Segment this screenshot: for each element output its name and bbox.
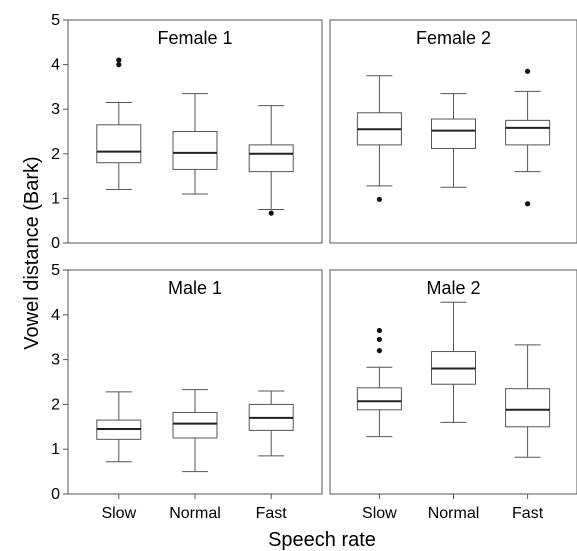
x-axis-title: Speech rate [268,529,376,551]
y-tick-label: 0 [51,235,60,252]
y-axis-title: Vowel distance (Bark) [21,156,43,349]
x-tick-label: Normal [169,505,221,522]
box-slow [356,327,402,438]
x-tick-label: Fast [512,505,544,522]
iqr-box [172,131,218,170]
iqr-box [172,411,218,439]
panel-title: Male 1 [168,278,222,298]
y-tick-label: 2 [51,146,60,163]
panel-2: Male 1 0 1 2 3 4 5 Slow Normal Fast [51,262,323,522]
outlier-point [116,62,122,68]
panel-title: Female 1 [157,28,232,48]
y-tick-label: 3 [51,101,60,118]
x-tick-label: Slow [362,505,397,522]
panel-title: Female 2 [416,28,491,48]
y-tick-label: 4 [51,57,60,74]
panel-1: Female 2 [329,19,577,244]
outlier-point [268,210,274,216]
box-normal [172,389,218,473]
box-normal [172,93,218,195]
x-tick-label: Normal [428,505,480,522]
iqr-box [505,119,551,146]
iqr-box [505,388,551,428]
outlier-point [525,68,531,74]
y-tick-label: 4 [51,307,60,324]
iqr-box [431,118,476,149]
outlier-point [376,327,382,334]
y-tick-label: 5 [51,12,60,29]
outlier-point [376,348,382,354]
panel-frame [329,19,577,244]
box-fast [248,105,294,216]
box-normal [431,301,476,423]
box-slow [356,75,402,202]
outlier-point [116,57,122,63]
panel-0: Female 1 0 1 2 3 4 5 [51,12,323,252]
y-tick-label: 1 [51,441,60,458]
box-slow [96,57,142,190]
y-tick-label: 0 [51,486,60,503]
box-fast [505,68,551,207]
outlier-point [376,196,382,202]
x-tick-label: Slow [101,505,136,522]
panel-3: Male 2 Slow Normal Fast [329,269,577,522]
y-tick-label: 2 [51,396,60,413]
iqr-box [356,387,402,411]
box-normal [431,93,476,188]
panel-frame [67,19,323,244]
x-tick-label: Fast [256,505,288,522]
panel-title: Male 2 [426,278,480,298]
box-fast [505,344,551,458]
box-fast [248,390,294,457]
y-tick-label: 5 [51,262,60,279]
y-tick-label: 3 [51,352,60,369]
outlier-point [525,201,531,207]
iqr-box [96,124,142,164]
outlier-point [376,336,382,343]
box-slow [96,391,142,463]
y-tick-label: 1 [51,190,60,207]
iqr-box [248,144,294,173]
